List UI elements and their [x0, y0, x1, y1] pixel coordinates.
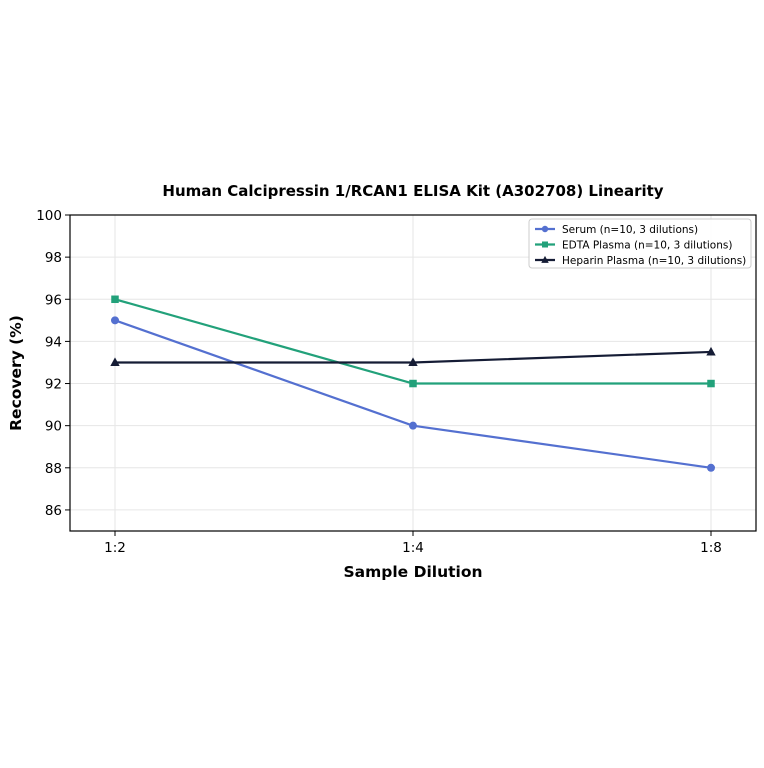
- y-axis-label: Recovery (%): [7, 315, 25, 431]
- series-markers: [110, 295, 716, 472]
- data-point: [707, 379, 715, 388]
- y-tick-label: 100: [36, 208, 62, 224]
- y-tick-label: 86: [45, 503, 62, 519]
- y-tick-label: 92: [45, 377, 62, 393]
- y-axis: 86 88 90 92 94 96 98 100: [36, 208, 70, 519]
- chart-title: Human Calcipressin 1/RCAN1 ELISA Kit (A3…: [162, 182, 663, 200]
- x-axis-label: Sample Dilution: [343, 563, 482, 581]
- y-tick-label: 98: [45, 250, 62, 266]
- legend-entry: Serum (n=10, 3 dilutions): [562, 224, 698, 236]
- legend-box: [528, 218, 752, 269]
- legend-entry: EDTA Plasma (n=10, 3 dilutions): [562, 240, 732, 252]
- x-tick-label: 1:2: [104, 540, 126, 556]
- legend-entry: Heparin Plasma (n=10, 3 dilutions): [562, 255, 746, 267]
- y-tick-label: 96: [45, 292, 62, 308]
- data-point: [409, 379, 417, 388]
- legend-marker: [541, 225, 549, 233]
- legend-marker: [541, 255, 549, 263]
- legend-marker: [542, 241, 548, 248]
- data-point: [706, 346, 716, 356]
- y-tick-label: 94: [45, 334, 62, 350]
- legend: Serum (n=10, 3 dilutions) EDTA Plasma (n=…: [528, 218, 752, 269]
- y-tick-label: 88: [45, 461, 62, 477]
- y-tick-label: 90: [45, 419, 62, 435]
- data-point: [110, 357, 120, 367]
- data-point: [111, 295, 119, 304]
- data-point: [111, 316, 119, 325]
- data-point: [408, 357, 418, 367]
- x-tick-label: 1:4: [402, 540, 424, 556]
- x-tick-label: 1:8: [700, 540, 722, 556]
- x-axis: 1:2 1:4 1:8: [104, 531, 722, 556]
- data-point: [409, 421, 417, 430]
- data-point: [707, 463, 715, 472]
